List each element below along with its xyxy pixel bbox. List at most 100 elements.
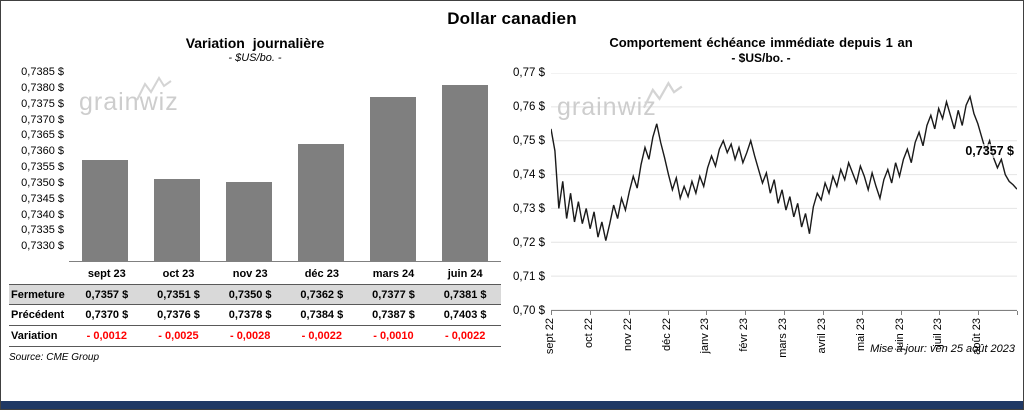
x-tick — [822, 311, 824, 315]
source-note: Source: CME Group — [9, 352, 100, 363]
x-axis-label: janv 23 — [699, 318, 712, 354]
table-row-fermeture: Fermeture 0,7357 $ 0,7351 $ 0,7350 $ 0,7… — [9, 284, 501, 305]
x-axis-label: avril 23 — [815, 318, 828, 354]
line-plot: grainwiz 0,7357 $ — [551, 73, 1017, 311]
precedent-value: 0,7384 $ — [300, 309, 344, 321]
row-label: Précédent — [11, 309, 65, 321]
x-tick — [900, 311, 902, 315]
x-tick — [978, 311, 980, 315]
bar — [225, 182, 273, 261]
line-chart-title: Comportement échéance immédiate depuis 1… — [609, 35, 913, 50]
bar — [297, 144, 345, 261]
x-tick — [551, 311, 552, 315]
bar-y-tick-label: 0,7350 $ — [21, 176, 64, 189]
fermeture-value: 0,7381 $ — [443, 288, 487, 301]
precedent-value: 0,7387 $ — [372, 309, 415, 321]
line-chart: 0,70 $ 0,71 $ 0,72 $ 0,73 $ 0,74 $ 0,75 $ 0,76… — [505, 67, 1017, 317]
table-row-precedent: Précédent 0,7370 $ 0,7376 $ 0,7378 $ 0,7… — [9, 305, 501, 326]
variation-value: - 0,0028 — [229, 330, 271, 342]
x-tick — [784, 311, 785, 315]
data-table: sept 23 oct 23 nov 23 déc 23 mars 24 jui… — [9, 264, 501, 347]
month-header: déc 23 — [304, 268, 339, 280]
watermark-text: grainwiz — [79, 88, 179, 116]
bar-y-tick-label: 0,7340 $ — [21, 208, 64, 221]
month-header: nov 23 — [232, 268, 268, 280]
x-tick — [861, 311, 863, 315]
line-y-tick-label: 0,74 $ — [513, 169, 545, 181]
bar-y-tick-label: 0,7365 $ — [21, 129, 64, 142]
bar-y-axis: 0,7330 $ 0,7335 $ 0,7340 $ 0,7345 $ 0,7350 $… — [9, 66, 69, 262]
bar — [153, 179, 201, 261]
x-axis-label: oct 22 — [582, 318, 595, 348]
month-header: juin 24 — [447, 268, 483, 280]
bar-y-tick-label: 0,7335 $ — [21, 224, 64, 237]
row-label: Variation — [11, 330, 58, 342]
line-y-tick-label: 0,71 $ — [513, 271, 545, 283]
line-y-tick-label: 0,75 $ — [513, 135, 545, 147]
precedent-value: 0,7370 $ — [85, 309, 129, 321]
x-tick — [939, 311, 941, 315]
updated-note: Mise à jour: ven 25 août 2023 — [870, 343, 1015, 355]
panel-one-year-behaviour: Comportement échéance immédiate depuis 1… — [505, 31, 1023, 369]
line-y-tick-label: 0,76 $ — [513, 101, 545, 113]
fermeture-value: 0,7351 $ — [157, 288, 200, 301]
variation-value: - 0,0022 — [444, 330, 486, 342]
fermeture-value: 0,7357 $ — [85, 288, 129, 301]
bar-plot: grainwiz — [69, 72, 501, 262]
bottom-accent-bar — [1, 401, 1023, 409]
grainwiz-watermark: grainwiz — [79, 76, 179, 117]
fermeture-value: 0,7350 $ — [228, 288, 272, 301]
x-tick — [628, 311, 630, 315]
month-header: oct 23 — [162, 268, 195, 280]
fermeture-value: 0,7362 $ — [300, 288, 344, 301]
bar-chart-subtitle: - $US/bo. - — [228, 52, 282, 64]
line-series-svg — [551, 73, 1017, 310]
bar — [81, 160, 129, 261]
last-value-label: 0,7357 $ — [964, 144, 1015, 159]
bar-chart-title: Variation journalière — [185, 35, 325, 51]
bar-y-tick-label: 0,7345 $ — [21, 192, 64, 205]
watermark-zigzag-icon — [136, 76, 172, 101]
bar-y-tick-label: 0,7375 $ — [21, 97, 64, 110]
price-line — [551, 97, 1017, 241]
bar-y-tick-label: 0,7355 $ — [21, 161, 64, 173]
bar-y-tick-label: 0,7380 $ — [21, 81, 64, 94]
line-x-axis: sept 22 oct 22 nov 22 déc 22 janv 23 févr 23 m… — [544, 311, 1018, 369]
panels: Variation journalière - $US/bo. - 0,7330… — [1, 31, 1023, 369]
x-axis-label: mars 23 — [777, 318, 789, 358]
variation-value: - 0,0025 — [158, 330, 199, 342]
x-tick — [706, 311, 708, 315]
x-tick — [667, 311, 669, 315]
line-y-axis: 0,70 $ 0,71 $ 0,72 $ 0,73 $ 0,74 $ 0,75 $ 0,76… — [505, 67, 551, 317]
row-label: Fermeture — [11, 288, 65, 301]
x-tick — [1017, 311, 1018, 315]
line-y-tick-label: 0,77 $ — [513, 67, 545, 79]
x-tick — [589, 311, 591, 315]
table-row-variation: Variation - 0,0012 - 0,0025 - 0,0028 - 0… — [9, 326, 501, 347]
bar-y-tick-label: 0,7360 $ — [21, 145, 64, 158]
line-y-tick-label: 0,73 $ — [513, 203, 545, 215]
page-title: Dollar canadien — [447, 9, 577, 28]
bar — [369, 97, 417, 261]
variation-value: - 0,0012 — [86, 330, 128, 342]
line-chart-subtitle: - $US/bo. - — [731, 51, 791, 65]
x-axis-label: févr 23 — [738, 318, 751, 352]
table-month-header-row: sept 23 oct 23 nov 23 déc 23 mars 24 jui… — [9, 264, 501, 284]
line-y-tick-label: 0,72 $ — [513, 237, 545, 249]
bar-y-tick-label: 0,7385 $ — [21, 66, 64, 78]
bar — [441, 84, 489, 261]
line-y-tick-label: 0,70 $ — [513, 305, 545, 317]
x-tick — [745, 311, 747, 315]
fermeture-value: 0,7377 $ — [372, 288, 415, 301]
x-axis-label: mai 23 — [854, 318, 867, 352]
bar-chart: 0,7330 $ 0,7335 $ 0,7340 $ 0,7345 $ 0,7350 $… — [9, 66, 501, 262]
bar-y-tick-label: 0,7330 $ — [21, 240, 64, 253]
x-axis-label: sept 22 — [544, 318, 556, 355]
precedent-value: 0,7376 $ — [157, 309, 200, 321]
x-axis-label: nov 22 — [621, 318, 634, 352]
panel-daily-variation: Variation journalière - $US/bo. - 0,7330… — [1, 31, 505, 369]
precedent-value: 0,7403 $ — [443, 309, 487, 321]
variation-value: - 0,0022 — [301, 330, 342, 342]
bar-y-tick-label: 0,7370 $ — [21, 113, 64, 126]
